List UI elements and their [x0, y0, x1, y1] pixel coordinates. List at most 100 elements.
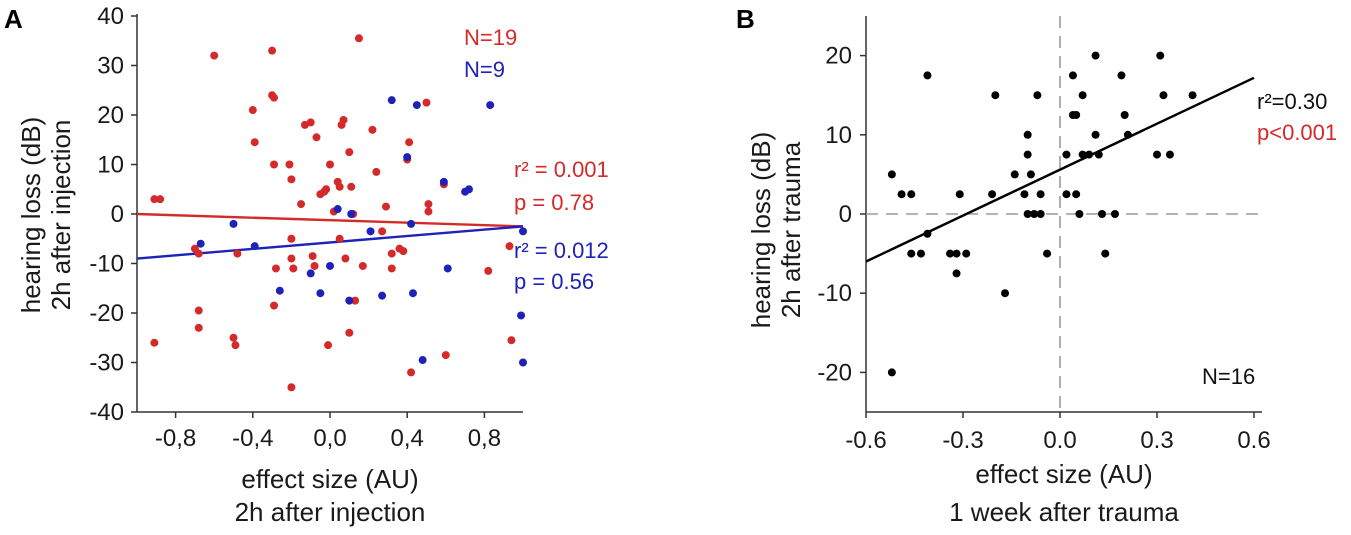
panel-b-point	[887, 368, 896, 377]
panel-b-x-ticks: -0.6 -0.3 0.0 0.3 0.6	[845, 412, 1271, 454]
panel-a-x-tick-label: 0,8	[468, 425, 501, 452]
panel-a-blue-point	[316, 289, 325, 298]
panel-a-red-point	[354, 34, 363, 43]
panel-a-blue-point	[250, 242, 259, 251]
panel-b-point	[1117, 71, 1126, 80]
panel-b-point	[1036, 210, 1045, 218]
panel-a-blue-point	[464, 185, 473, 194]
panel-b-point	[1033, 91, 1042, 100]
panel-a-blue-point	[486, 101, 495, 110]
panel-b-point	[991, 91, 1000, 100]
panel-a-xlabel-line1: effect size (AU)	[241, 464, 418, 494]
panel-a-red-point	[322, 185, 331, 194]
panel-a-blue-point	[229, 219, 238, 228]
panel-a-blue-point	[333, 205, 342, 214]
panel-a-red-point	[422, 98, 431, 107]
panel-b-y-ticks: 20 10 0 -10 -20	[817, 43, 866, 386]
panel-a-blue-p: p = 0.56	[514, 269, 594, 294]
panel-b-label: B	[736, 4, 755, 34]
panel-a-blue-point	[387, 96, 396, 105]
panel-b-zero-lines	[866, 16, 1262, 412]
panel-a-red-point	[345, 148, 354, 157]
panel-b-point	[1153, 150, 1161, 159]
panel-b-point	[1101, 249, 1110, 258]
panel-a-blue-point	[403, 153, 412, 162]
panel-b-point	[952, 269, 961, 278]
panel-b: B hearing loss (dB) 2h after trauma 20 10…	[736, 4, 1337, 527]
panel-b-y-tick-label: 10	[825, 122, 852, 149]
panel-a-blue-point	[517, 311, 526, 320]
panel-a-blue-r2: r² = 0.012	[514, 238, 609, 263]
panel-b-point	[887, 170, 896, 179]
panel-a-red-point	[194, 306, 203, 315]
panel-a-y-tick-label: -10	[89, 251, 124, 278]
panel-a-y-tick-label: 0	[111, 201, 124, 228]
panel-b-point	[1062, 190, 1071, 199]
panel-a-red-point	[250, 138, 259, 147]
panel-a-blue-point	[418, 356, 427, 365]
panel-b-p: p<0.001	[1257, 120, 1337, 145]
panel-a-red-point	[368, 125, 377, 134]
panel-a-red-point	[358, 261, 367, 270]
panel-a-red-point	[297, 200, 306, 209]
panel-a-blue-point	[519, 358, 527, 367]
panel-a-x-tick-label: 0,4	[391, 425, 424, 452]
panel-b-point	[1098, 210, 1107, 218]
panel-b-point	[1068, 71, 1077, 80]
panel-a-ylabel-line1: hearing loss (dB)	[16, 117, 46, 314]
panel-b-xlabel-line2: 1 week after trauma	[949, 497, 1179, 527]
panel-b-x-tick-label: 0.3	[1140, 427, 1173, 454]
panel-a-label: A	[4, 4, 23, 34]
panel-a-red-point	[399, 247, 408, 256]
panel-a-y-ticks: 40 30 20 10 0 -10 -20 -30 -40	[89, 3, 137, 426]
panel-b-point	[1062, 150, 1071, 159]
panel-a-red-point	[441, 351, 450, 360]
panel-b-ylabel-line1: hearing loss (dB)	[746, 132, 776, 329]
panel-a-blue-point	[412, 101, 421, 110]
panel-a-red-point	[484, 266, 493, 275]
panel-a-red-point	[387, 264, 396, 273]
panel-b-y-tick-label: 0	[839, 201, 852, 228]
panel-a-red-point	[270, 93, 279, 102]
panel-b-point	[923, 229, 932, 238]
panel-a-red-point	[335, 182, 344, 191]
panel-b-point	[1110, 210, 1119, 218]
panel-a-red-point	[310, 261, 319, 270]
panel-a-x-tick-label: -0,8	[155, 425, 196, 452]
panel-a-red-point	[505, 242, 514, 251]
panel-a-red-point	[150, 338, 159, 347]
panel-a-blue-point	[408, 289, 417, 298]
panel-a-y-tick-label: 10	[97, 152, 124, 179]
panel-b-point	[923, 71, 932, 80]
panel-b-point	[1023, 210, 1032, 218]
panel-b-point	[1091, 51, 1100, 60]
panel-a-y-tick-label: 20	[97, 102, 124, 129]
panel-b-point	[1010, 170, 1019, 179]
panel-b-r2: r²=0.30	[1257, 89, 1327, 114]
panel-b-y-tick-label: -20	[817, 359, 852, 386]
panel-a-red-point	[306, 118, 315, 127]
panel-b-point	[1188, 91, 1197, 100]
panel-b-y-tick-label: 20	[825, 43, 852, 70]
panel-a-red-point	[268, 46, 277, 55]
panel-a-red-point	[324, 341, 333, 350]
panel-b-point	[1023, 150, 1032, 159]
panel-a: A hearing loss (dB) 2h after injection 4…	[4, 3, 609, 527]
panel-a-red-point	[387, 249, 396, 258]
panel-a-red-point	[270, 160, 279, 169]
panel-a-red-point	[326, 160, 334, 169]
panel-b-x-tick-label: -0.3	[942, 427, 983, 454]
panel-a-red-point	[271, 264, 280, 273]
panel-a-blue-point	[407, 219, 416, 228]
panel-a-red-point	[231, 341, 240, 350]
panel-a-blue-point	[306, 269, 315, 278]
panel-a-x-tick-label: -0,4	[232, 425, 273, 452]
panel-a-red-point	[248, 106, 257, 115]
panel-a-x-ticks: -0,8 -0,4 0,0 0,4 0,8	[155, 412, 501, 452]
panel-a-red-point	[287, 383, 296, 392]
panel-a-blue-point	[345, 296, 354, 305]
panel-a-blue-point	[443, 264, 452, 273]
panel-a-red-point	[507, 336, 516, 345]
panel-b-point	[1123, 130, 1132, 139]
